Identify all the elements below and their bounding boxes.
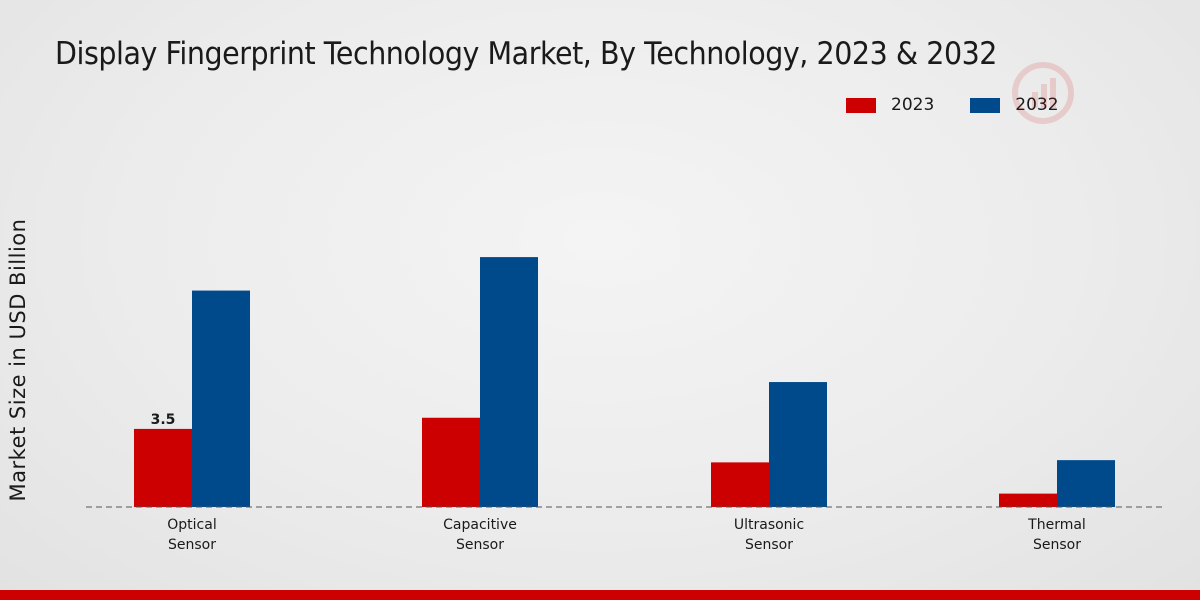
x-tick-label: Ultrasonic	[734, 517, 804, 533]
data-labels: 3.5	[151, 412, 176, 428]
bar-2032-thermal-sensor	[1057, 460, 1115, 507]
bar-2032-optical-sensor	[192, 290, 250, 507]
x-tick-label: Sensor	[168, 537, 216, 553]
legend: 2023 2032	[846, 95, 1095, 115]
x-tick-label: Thermal	[1027, 517, 1086, 533]
bottom-accent-bar	[0, 590, 1200, 600]
bars-group	[134, 257, 1115, 507]
legend-label-2023: 2023	[891, 95, 935, 115]
bar-2023-capacitive-sensor	[422, 417, 480, 507]
bar-2023-ultrasonic-sensor	[711, 462, 769, 507]
bar-2023-optical-sensor	[134, 428, 192, 507]
x-tick-label: Capacitive	[443, 517, 517, 533]
bar-2032-capacitive-sensor	[480, 257, 538, 507]
chart-title: Display Fingerprint Technology Market, B…	[55, 36, 998, 72]
watermark-logo-icon	[1012, 62, 1074, 124]
x-tick-label: Sensor	[745, 537, 793, 553]
legend-swatch-2023	[846, 97, 876, 113]
data-label: 3.5	[151, 412, 176, 428]
legend-item-2032: 2032	[970, 95, 1059, 115]
x-tick-labels: Optical Sensor Capacitive Sensor Ultrasonic S…	[167, 517, 1086, 553]
legend-label-2032: 2032	[1015, 95, 1058, 115]
legend-swatch-2032	[970, 97, 1001, 113]
x-tick-label: Sensor	[1033, 537, 1081, 553]
legend-item-2023: 2023	[846, 95, 934, 115]
bar-2023-thermal-sensor	[999, 493, 1057, 507]
x-tick-label: Optical	[167, 517, 216, 533]
x-tick-label: Sensor	[456, 537, 504, 553]
bar-2032-ultrasonic-sensor	[769, 382, 827, 507]
